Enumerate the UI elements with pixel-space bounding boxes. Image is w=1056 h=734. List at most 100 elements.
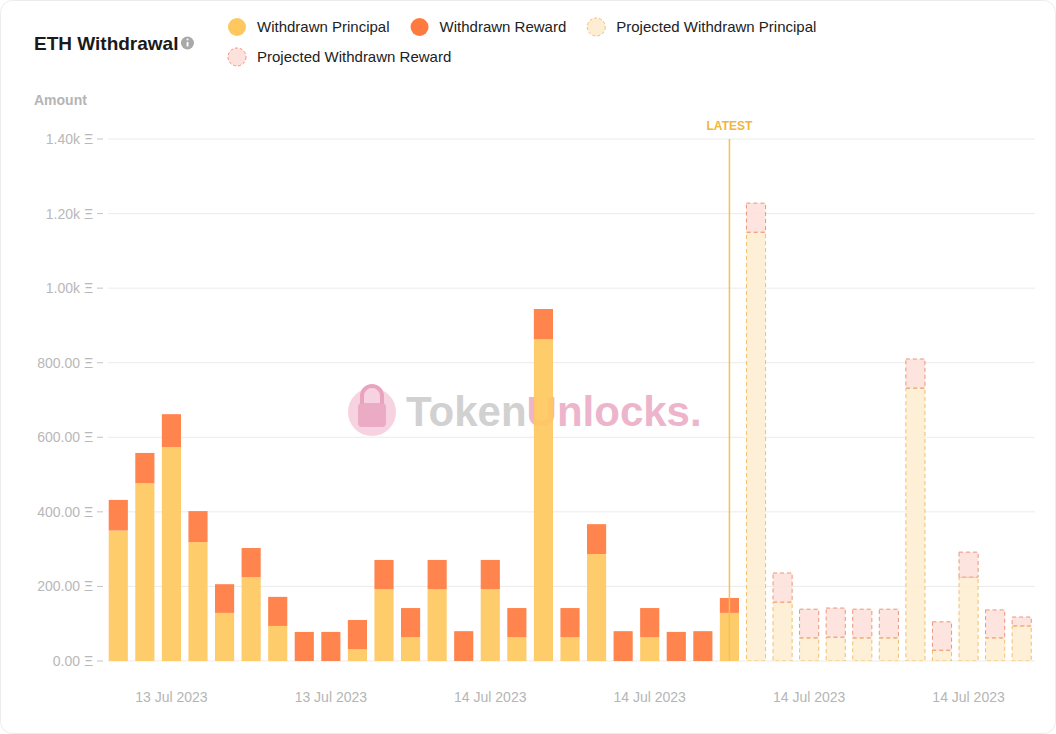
bar-segment	[826, 637, 845, 661]
bar-segment	[428, 589, 447, 661]
bar-segment	[640, 608, 659, 637]
bar-segment	[135, 453, 154, 483]
grid-line	[108, 511, 1035, 512]
watermark-part: Token	[406, 388, 527, 435]
bar-segment	[560, 637, 579, 661]
legend-item: Projected Withdrawn Principal	[587, 18, 816, 36]
bar-segment	[374, 589, 393, 661]
y-tick-mark	[97, 213, 103, 214]
bar-segment	[507, 637, 526, 661]
latest-label: LATEST	[707, 119, 753, 133]
bar-segment	[348, 620, 367, 649]
card-background	[1, 1, 1056, 734]
bar-segment	[135, 483, 154, 661]
latest-line	[729, 139, 731, 661]
bar-segment	[481, 589, 500, 661]
info-dot	[187, 39, 189, 41]
bar-segment	[162, 414, 181, 447]
bar-segment	[295, 632, 314, 661]
bar-segment	[481, 560, 500, 589]
grid-line	[108, 437, 1035, 438]
y-tick-mark	[97, 362, 103, 363]
y-tick-label: 0.00 Ξ	[53, 653, 93, 669]
bar-segment	[879, 638, 898, 661]
bar-segment	[640, 637, 659, 661]
bar-segment	[800, 638, 819, 661]
bar-segment	[534, 309, 553, 339]
x-tick-label: 14 Jul 2023	[932, 689, 1005, 705]
y-axis: 0.00 Ξ200.00 Ξ400.00 Ξ600.00 Ξ800.00 Ξ1.…	[37, 131, 1035, 669]
bar-segment	[667, 632, 686, 661]
bar-segment	[454, 631, 473, 661]
bar-segment	[773, 602, 792, 661]
bar-segment	[1012, 617, 1031, 626]
bars	[109, 203, 1032, 661]
legend-item: Withdrawn Principal	[228, 18, 390, 36]
y-tick-label: 400.00 Ξ	[37, 504, 93, 520]
grid-line	[108, 139, 1035, 140]
bar-segment	[746, 232, 765, 661]
bar-segment	[906, 388, 925, 661]
bar-segment	[507, 608, 526, 637]
bar-segment	[587, 524, 606, 554]
bar-segment	[215, 584, 234, 613]
info-icon	[181, 37, 194, 50]
bar-segment	[242, 548, 261, 577]
bar-segment	[374, 560, 393, 589]
y-tick-mark	[97, 288, 103, 289]
legend-item: Projected Withdrawn Reward	[228, 48, 451, 66]
bar-segment	[188, 542, 207, 661]
bar-segment	[428, 560, 447, 589]
bar-segment	[242, 577, 261, 661]
bar-segment	[986, 638, 1005, 661]
y-tick-label: 1.00k Ξ	[46, 280, 93, 296]
watermark-icon	[348, 388, 396, 436]
watermark-shackle	[362, 386, 382, 404]
legend-label: Withdrawn Principal	[257, 18, 390, 35]
bar-segment	[959, 577, 978, 661]
bar-segment	[109, 500, 128, 531]
x-tick-label: 13 Jul 2023	[295, 689, 368, 705]
y-tick-mark	[97, 437, 103, 438]
bar-segment	[853, 638, 872, 661]
bar-segment	[959, 552, 978, 577]
bar-segment	[401, 637, 420, 661]
legend-label: Withdrawn Reward	[440, 18, 567, 35]
bar-segment	[826, 608, 845, 637]
watermark-text: TokenUnlocks.	[406, 388, 702, 435]
grid-line	[108, 362, 1035, 363]
chart: ETH WithdrawalWithdrawn PrincipalWithdra…	[0, 0, 1056, 734]
grid-line	[108, 213, 1035, 214]
legend-swatch	[411, 18, 429, 36]
bar-segment	[268, 597, 287, 626]
legend-swatch	[228, 48, 246, 66]
x-tick-label: 14 Jul 2023	[454, 689, 527, 705]
info-circle	[181, 37, 194, 50]
bar-segment	[932, 650, 951, 661]
y-tick-label: 600.00 Ξ	[37, 429, 93, 445]
info-bar	[187, 42, 189, 47]
legend-label: Projected Withdrawn Principal	[616, 18, 816, 35]
bar-segment	[162, 447, 181, 661]
legend-item: Withdrawn Reward	[411, 18, 567, 36]
y-tick-mark	[97, 586, 103, 587]
bar-segment	[268, 626, 287, 661]
x-tick-label: 13 Jul 2023	[135, 689, 208, 705]
bar-segment	[1012, 626, 1031, 661]
bar-segment	[560, 608, 579, 637]
bar-segment	[853, 609, 872, 638]
y-tick-mark	[97, 661, 103, 662]
legend-swatch	[228, 18, 246, 36]
x-tick-label: 14 Jul 2023	[773, 689, 846, 705]
bar-segment	[188, 511, 207, 542]
y-tick-label: 1.40k Ξ	[46, 131, 93, 147]
bar-segment	[693, 631, 712, 661]
legend: Withdrawn Principal Withdrawn Reward Proje…	[228, 18, 816, 66]
watermark: TokenUnlocks.	[348, 386, 702, 436]
bar-segment	[321, 632, 340, 661]
bar-segment	[906, 359, 925, 388]
bar-segment	[986, 610, 1005, 638]
title: ETH Withdrawal	[34, 33, 178, 54]
bar-segment	[932, 622, 951, 650]
legend-label: Projected Withdrawn Reward	[257, 48, 451, 65]
